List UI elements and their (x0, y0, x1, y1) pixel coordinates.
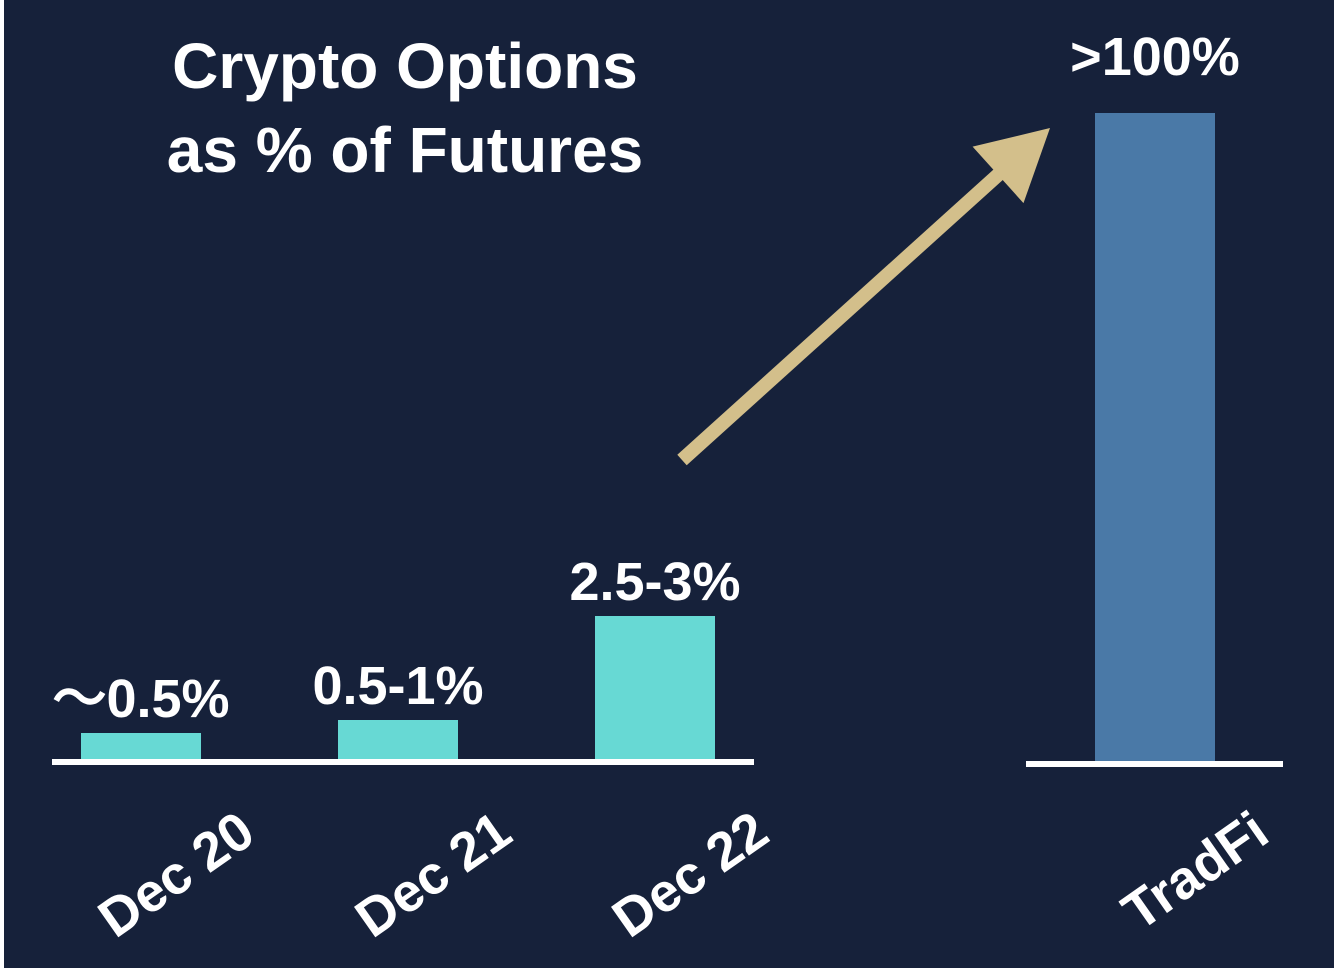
chart-title-line-2: as % of Futures (166, 114, 644, 186)
bar-dec-22 (595, 616, 715, 759)
tick-label-dec-20: Dec 20 (88, 800, 265, 949)
value-label-dec-20: ～0.5% (52, 669, 229, 729)
value-label-dec-22: 2.5-3% (569, 552, 740, 612)
bar-dec-21 (338, 720, 458, 759)
trend-arrow-shaft (677, 167, 1006, 466)
tick-label-dec-22: Dec 22 (602, 800, 779, 949)
tick-label-tradfi: TradFi (1112, 800, 1279, 942)
value-label-tradfi: >100% (1070, 27, 1240, 87)
chart-title-line-1: Crypto Options (172, 30, 638, 102)
trend-arrow-head (972, 128, 1050, 204)
tick-label-dec-21: Dec 21 (345, 800, 522, 949)
bar-tradfi (1095, 113, 1215, 761)
bar-dec-20 (81, 733, 201, 759)
value-label-dec-21: 0.5-1% (312, 656, 483, 716)
